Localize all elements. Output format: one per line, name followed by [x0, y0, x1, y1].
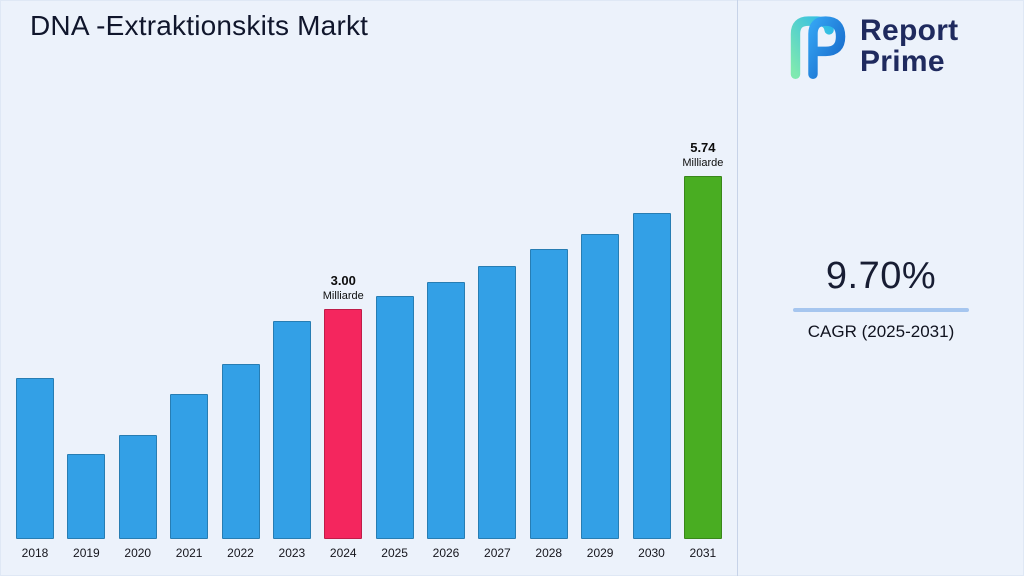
bar-chart: 2018 2019 2020 2021 2022 2023 3.00 Milliarde 202… [16, 136, 723, 566]
x-axis-label-2028: 2028 [535, 546, 563, 560]
bar-column-2028: 2028 [529, 136, 568, 566]
bar-2024 [324, 309, 363, 539]
bar-column-2031: 5.74 Milliarde 2031 [682, 136, 723, 566]
bar-2031 [683, 176, 722, 539]
bar-2021 [170, 394, 209, 539]
bar-2018 [16, 378, 54, 539]
bar-column-2019: 2019 [67, 136, 106, 566]
x-axis-label-2020: 2020 [124, 546, 152, 560]
annotation-unit: Milliarde [682, 157, 724, 169]
bar-column-2024: 3.00 Milliarde 2024 [323, 136, 364, 566]
bar-column-2020: 2020 [118, 136, 157, 566]
annotation-value: 5.74 [690, 140, 716, 155]
bar-column-2025: 2025 [375, 136, 414, 566]
bar-annotation-2024: 3.00 Milliarde [323, 273, 364, 302]
bar-column-2018: 2018 [16, 136, 54, 566]
cagr-value: 9.70% [825, 255, 937, 297]
bar-2026 [427, 282, 465, 539]
x-axis-label-2022: 2022 [227, 546, 254, 560]
x-axis-label-2024: 2024 [329, 546, 357, 560]
bar-column-2023: 2023 [272, 136, 311, 566]
brand-logo: Report Prime [778, 10, 958, 82]
bar-2025 [375, 296, 414, 539]
report-prime-logo-icon [790, 16, 846, 79]
x-axis-label-2029: 2029 [586, 546, 614, 560]
x-axis-label-2030: 2030 [638, 546, 665, 560]
bar-2019 [67, 454, 106, 539]
bar-column-2027: 2027 [478, 136, 517, 566]
brand-logo-text: Report Prime [860, 15, 958, 77]
x-axis-label-2025: 2025 [381, 546, 408, 560]
brand-logo-line1: Report [860, 14, 959, 47]
annotation-value: 3.00 [330, 273, 356, 288]
x-axis-label-2018: 2018 [21, 546, 49, 560]
cagr-caption: CAGR (2025-2031) [807, 322, 955, 341]
bar-2030 [632, 213, 671, 539]
bar-2027 [478, 266, 517, 539]
bar-column-2030: 2030 [632, 136, 671, 566]
x-axis-label-2023: 2023 [278, 546, 306, 560]
bar-column-2022: 2022 [221, 136, 260, 566]
vertical-divider [737, 0, 738, 576]
bar-2023 [272, 321, 311, 539]
right-panel: Report Prime 9.70% CAGR (2025-2031) [738, 0, 1024, 576]
brand-logo-line2: Prime [860, 45, 945, 78]
x-axis-label-2019: 2019 [73, 546, 100, 560]
bar-column-2026: 2026 [427, 136, 465, 566]
bar-2022 [221, 364, 260, 539]
x-axis-label-2021: 2021 [175, 546, 203, 560]
x-axis-label-2031: 2031 [689, 546, 717, 560]
bar-column-2029: 2029 [581, 136, 620, 566]
bar-2029 [581, 234, 620, 539]
page-title: DNA -Extraktionskits Markt [30, 10, 369, 41]
cagr-underline [793, 308, 969, 312]
x-axis-label-2027: 2027 [484, 546, 511, 560]
bar-column-2021: 2021 [170, 136, 209, 566]
bar-annotation-2031: 5.74 Milliarde [682, 140, 723, 169]
bar-2028 [529, 249, 568, 539]
annotation-unit: Milliarde [322, 290, 364, 302]
x-axis-label-2026: 2026 [432, 546, 460, 560]
cagr-stat: 9.70% CAGR (2025-2031) [738, 255, 1024, 342]
bar-2020 [118, 435, 157, 539]
